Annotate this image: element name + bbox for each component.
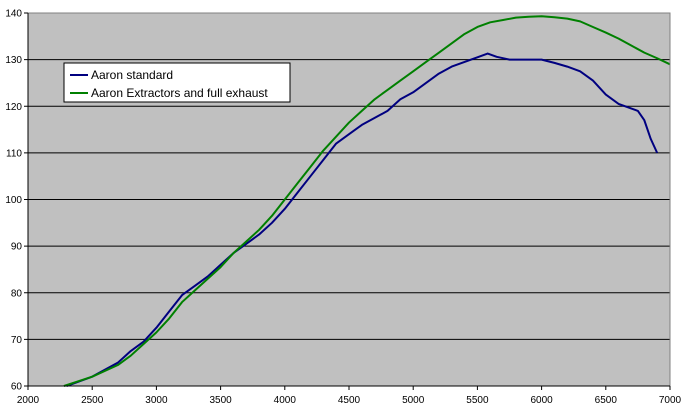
y-tick-label-120: 120: [5, 102, 22, 113]
y-tick-label-70: 70: [11, 335, 23, 346]
legend-label-0: Aaron standard: [91, 68, 173, 82]
legend-label-1: Aaron Extractors and full exhaust: [91, 86, 268, 100]
x-tick-label-3000: 3000: [145, 395, 168, 406]
series-layer: [63, 15, 671, 387]
y-tick-label-140: 140: [5, 9, 22, 20]
x-axis-ticks: 2000 2500 3000 3500 4000 4500 5000 5500 6000 6500…: [17, 386, 682, 406]
x-tick-label-4000: 4000: [274, 395, 297, 406]
x-tick-label-6500: 6500: [595, 395, 618, 406]
x-tick-label-7000: 7000: [659, 395, 682, 406]
y-tick-label-110: 110: [6, 148, 22, 159]
legend-box: [63, 62, 291, 103]
series-line-0: [66, 52, 659, 387]
x-tick-label-4500: 4500: [338, 395, 361, 406]
x-tick-label-6000: 6000: [530, 395, 553, 406]
y-tick-label-80: 80: [11, 288, 23, 299]
legend: Aaron standard Aaron Extractors and full…: [63, 62, 291, 103]
x-tick-label-3500: 3500: [209, 395, 232, 406]
y-tick-label-130: 130: [5, 55, 22, 66]
y-tick-label-90: 90: [11, 242, 23, 253]
x-tick-label-2500: 2500: [81, 395, 104, 406]
y-tick-label-60: 60: [11, 382, 23, 393]
y-axis-ticks: 60 70 80 90 100 110 120 130 140: [5, 9, 28, 393]
series-line-1: [63, 15, 671, 387]
x-tick-label-2000: 2000: [17, 395, 40, 406]
y-tick-label-100: 100: [5, 195, 22, 206]
x-tick-label-5000: 5000: [402, 395, 425, 406]
x-tick-label-5500: 5500: [466, 395, 489, 406]
